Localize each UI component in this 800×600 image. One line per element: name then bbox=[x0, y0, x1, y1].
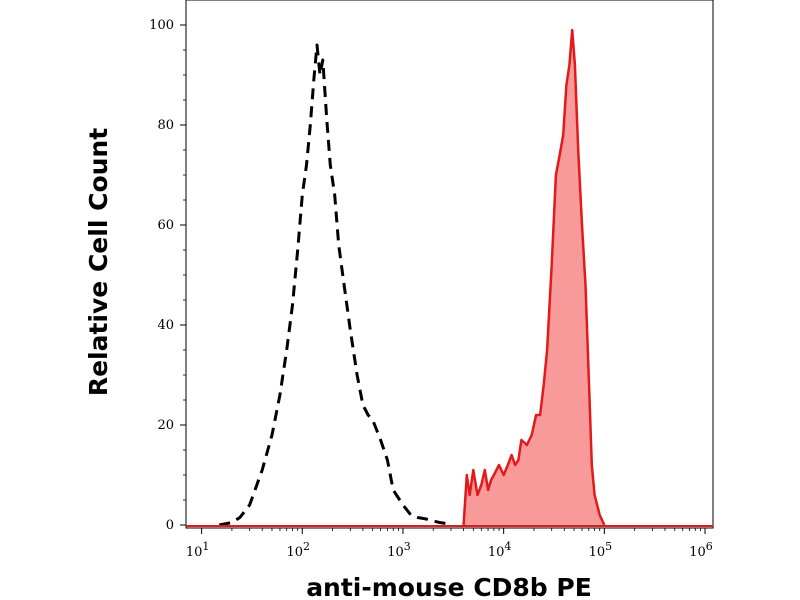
x-tick-label: 102 bbox=[287, 540, 311, 560]
y-tick-label: 0 bbox=[166, 518, 174, 533]
x-tick-label: 105 bbox=[589, 540, 613, 560]
series-0-line bbox=[219, 43, 447, 527]
y-tick-label: 60 bbox=[157, 218, 174, 233]
series-layer bbox=[186, 28, 713, 527]
y-axis-title: Relative Cell Count bbox=[84, 128, 113, 396]
y-tick-label: 20 bbox=[157, 418, 174, 433]
y-tick-label: 100 bbox=[149, 18, 174, 33]
plot-frame bbox=[185, 0, 714, 529]
x-tick-label: 101 bbox=[186, 540, 210, 560]
y-axis-ticks: 0 20 40 60 80 100 bbox=[149, 18, 186, 533]
y-tick-label: 40 bbox=[157, 318, 174, 333]
x-tick-label: 106 bbox=[689, 540, 713, 560]
x-axis-title: anti-mouse CD8b PE bbox=[306, 573, 592, 600]
series-1-line bbox=[462, 28, 606, 526]
y-tick-label: 80 bbox=[157, 118, 174, 133]
x-tick-label: 104 bbox=[488, 540, 512, 560]
series-1-area bbox=[463, 30, 605, 525]
x-axis-ticks: 101 102 103 104 105 106 bbox=[186, 528, 713, 560]
x-tick-label: 103 bbox=[387, 540, 411, 560]
